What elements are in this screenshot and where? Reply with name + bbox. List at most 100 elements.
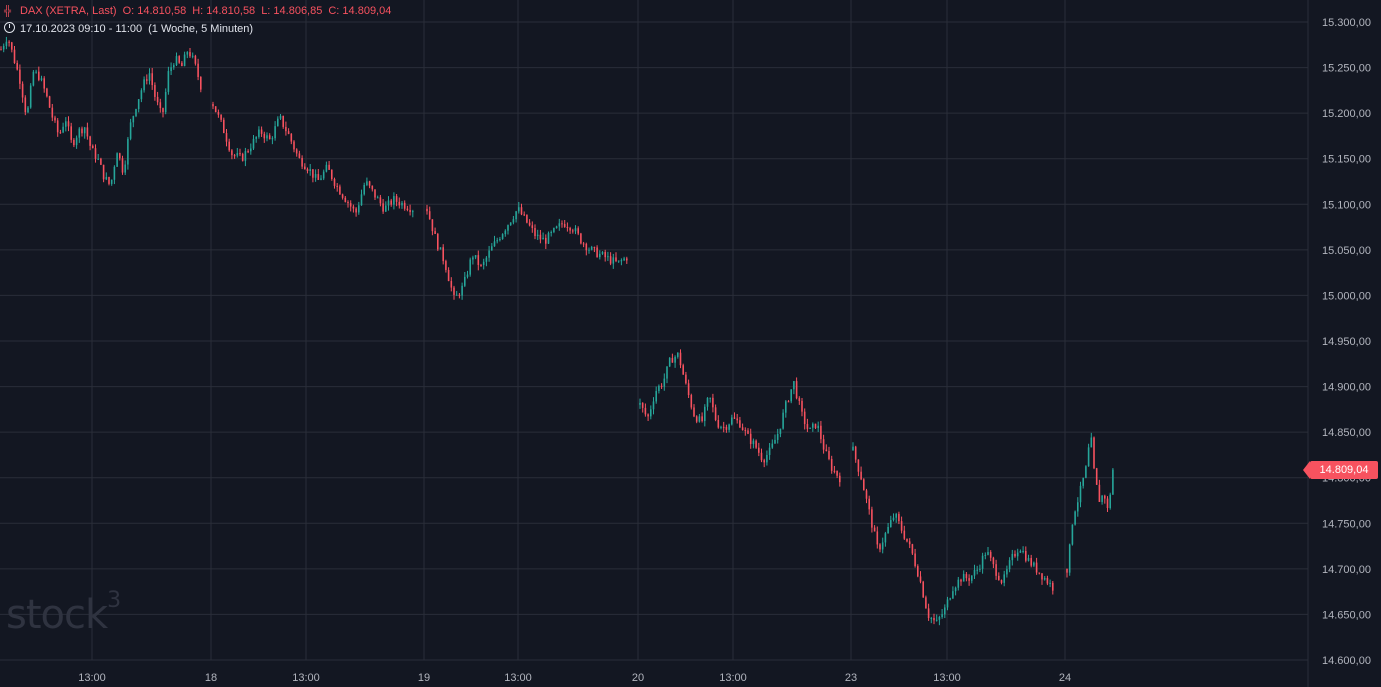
candle-body: [542, 237, 544, 240]
candle-body: [450, 281, 453, 288]
candle-body: [360, 194, 363, 206]
candle-body: [733, 417, 736, 419]
candle-body: [38, 71, 40, 80]
candle-body: [241, 153, 244, 161]
candle-body: [124, 164, 126, 173]
candle-body: [558, 223, 561, 227]
candle-body: [482, 261, 485, 265]
candle-body: [485, 257, 488, 262]
candle-body: [935, 619, 938, 621]
candle-body: [24, 97, 27, 113]
candle-body: [706, 397, 709, 407]
candle-body: [881, 542, 884, 550]
interval-label[interactable]: (1 Woche, 5 Minuten): [148, 23, 254, 35]
candle-body: [965, 574, 968, 579]
candle-body: [325, 164, 328, 172]
candle-body: [113, 166, 116, 180]
candle-body: [151, 73, 153, 86]
candle-body: [569, 227, 571, 231]
candle-body: [287, 131, 290, 134]
candle-body: [317, 174, 320, 180]
candle-body: [1087, 447, 1090, 467]
candle-body: [110, 179, 113, 184]
candle-body: [717, 419, 720, 428]
candle-body: [995, 564, 997, 576]
candle-body: [344, 197, 347, 202]
candle-body: [728, 424, 730, 430]
candle-body: [225, 133, 228, 142]
candle-body: [954, 587, 957, 592]
candle-body: [247, 151, 249, 153]
candle-body: [674, 356, 676, 363]
candle-body: [437, 233, 439, 250]
candle-body: [447, 269, 450, 282]
candle-body: [787, 401, 790, 403]
candle-body: [655, 391, 657, 402]
candle-body: [615, 257, 617, 262]
candle-body: [1109, 494, 1111, 509]
candle-body: [255, 136, 257, 139]
candle-body: [390, 200, 392, 205]
candle-body: [32, 71, 35, 86]
candle-body: [682, 365, 684, 375]
candle-body: [1074, 511, 1076, 525]
candle-body: [911, 544, 914, 554]
candle-body: [830, 458, 833, 471]
candle-body: [563, 224, 566, 227]
candle-body: [812, 423, 814, 428]
candle-body: [263, 133, 266, 139]
candle-body: [609, 256, 612, 264]
candle-body: [998, 575, 1000, 581]
candle-body: [817, 425, 819, 429]
candle-body: [445, 261, 447, 270]
candle-body: [212, 104, 214, 107]
candle-body: [132, 116, 135, 123]
candle-body: [116, 153, 118, 167]
candle-body: [154, 85, 156, 97]
candle-body: [352, 206, 355, 209]
candle-body: [5, 41, 8, 46]
candle-body: [1085, 466, 1087, 478]
candle-body: [137, 99, 140, 110]
clock-icon: [4, 22, 15, 33]
candle-body: [944, 607, 946, 615]
range-label[interactable]: 17.10.2023 09:10 - 11:00: [20, 23, 143, 35]
candle-body: [129, 122, 132, 139]
candle-body: [825, 449, 828, 451]
y-tick-label: 15.200,00: [1322, 108, 1371, 120]
candle-body: [561, 223, 563, 225]
candle-body: [491, 246, 493, 251]
candle-body: [474, 255, 477, 258]
candle-body: [1000, 580, 1003, 583]
candle-body: [572, 230, 574, 232]
candle-body: [290, 133, 293, 142]
candle-body: [725, 426, 728, 430]
candle-body: [186, 52, 189, 55]
candle-body: [588, 249, 590, 251]
candle-body: [434, 231, 436, 234]
y-tick-label: 15.000,00: [1322, 290, 1371, 302]
candle-body: [331, 169, 333, 180]
candle-body: [868, 498, 870, 510]
candle-body: [401, 202, 403, 206]
candle-body: [501, 234, 504, 240]
candle-body: [736, 418, 738, 421]
candle-body: [798, 398, 801, 401]
candle-body: [385, 205, 387, 212]
candle-body: [574, 228, 577, 232]
candle-body: [78, 128, 81, 138]
candle-body: [43, 78, 45, 89]
candle-body: [639, 402, 641, 405]
candle-body: [148, 73, 151, 81]
candle-body: [641, 402, 644, 408]
candle-body: [658, 385, 660, 392]
candle-body: [968, 578, 970, 581]
candle-body: [266, 135, 268, 139]
candle-body: [277, 118, 279, 127]
candle-body: [162, 108, 164, 113]
candle-body: [322, 171, 325, 179]
candle-body: [239, 153, 241, 155]
candle-body: [520, 207, 523, 215]
